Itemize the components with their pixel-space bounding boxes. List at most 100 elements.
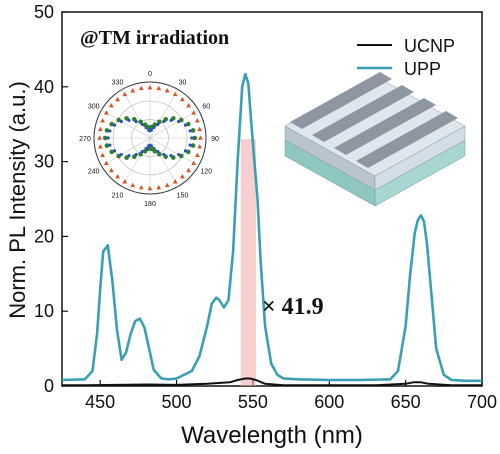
polar-marker-triangle (194, 118, 200, 123)
y-axis-ticks: 0 10 20 30 40 50 (34, 2, 68, 396)
polar-spoke (149, 137, 199, 167)
polar-angle-label: 90 (211, 136, 219, 143)
polar-marker-dot (112, 149, 117, 153)
polar-marker-triangle (100, 118, 106, 123)
polar-marker-triangle (191, 160, 197, 165)
polar-angle-label: 150 (177, 192, 189, 199)
polar-marker-triangle (186, 167, 192, 173)
polar-marker-triangle (122, 179, 128, 184)
inset-grating-structure (284, 72, 466, 207)
polar-spoke (121, 137, 151, 187)
polar-marker-dot (177, 152, 181, 157)
polar-marker-dot (140, 150, 144, 154)
x-tick-label: 650 (391, 392, 421, 412)
y-tick-label: 0 (44, 376, 54, 396)
polar-angle-label: 30 (179, 80, 187, 87)
polar-marker-circle (185, 149, 191, 155)
x-tick-label: 500 (162, 392, 192, 412)
polar-marker-dot (119, 152, 123, 157)
inset-polar-plot: 0 30 60 90 120 150 180 210 240 270 300 330 (79, 71, 219, 208)
polar-marker-triangle (97, 135, 102, 140)
polar-marker-triangle (156, 185, 162, 190)
polar-angle-label: 120 (200, 169, 212, 176)
y-tick-label: 20 (34, 226, 54, 246)
polar-angle-label: 240 (88, 169, 100, 176)
x-tick-label: 550 (238, 392, 268, 412)
polar-marker-dot (149, 128, 154, 132)
polar-marker-circle (104, 143, 110, 148)
polar-marker-circle (190, 143, 196, 148)
spectra-lines (61, 72, 482, 387)
polar-marker-dot (134, 119, 138, 124)
polar-spoke (121, 89, 151, 139)
polar-spoke (149, 137, 179, 187)
polar-marker-dot (144, 146, 148, 151)
polar-marker-triangle (108, 167, 114, 173)
polar-marker-dot (119, 119, 123, 124)
series-line-ucnp (62, 377, 482, 387)
polar-marker-triangle (198, 135, 203, 140)
polar-marker-triangle (138, 185, 144, 190)
polar-marker-dot (134, 152, 138, 157)
polar-marker-circle (190, 128, 196, 133)
polar-marker-dot (162, 152, 166, 157)
polar-marker-triangle (164, 182, 170, 188)
polar-marker-triangle (115, 174, 121, 179)
polar-marker-triangle (179, 96, 185, 102)
polar-angle-label: 210 (112, 192, 124, 199)
polar-marker-triangle (97, 126, 103, 132)
y-tick-label: 30 (34, 152, 54, 172)
polar-marker-dot (188, 143, 192, 147)
polar-marker-triangle (156, 85, 162, 91)
polar-marker-dot (152, 125, 156, 130)
polar-spoke (101, 109, 151, 139)
polar-marker-circle (192, 135, 198, 141)
polar-marker-triangle (197, 126, 203, 132)
polar-marker-triangle (147, 185, 153, 191)
polar-marker-dot (156, 122, 160, 126)
polar-marker-triangle (115, 96, 121, 102)
polar-marker-dot (108, 129, 112, 133)
grating-bar (312, 85, 414, 142)
polar-marker-triangle (103, 160, 109, 165)
grating-bar (290, 72, 392, 129)
y-tick-label: 10 (34, 301, 54, 321)
y-axis-label: Norm. PL Intensity (a.u.) (5, 81, 30, 319)
series-line-upp (61, 72, 482, 383)
polar-marker-dot (106, 136, 110, 140)
polar-marker-dot (108, 143, 112, 147)
polar-marker-dot (127, 118, 131, 122)
polar-marker-circle (109, 121, 115, 127)
polar-spoke (101, 137, 151, 167)
polar-marker-dot (183, 123, 188, 127)
polar-marker-dot (183, 149, 188, 153)
polar-marker-circle (185, 121, 191, 127)
grating-bar (334, 98, 436, 155)
polar-marker-triangle (179, 174, 185, 179)
plot-frame (61, 11, 483, 387)
polar-angle-label: 330 (112, 80, 124, 87)
polar-marker-dot (169, 118, 173, 122)
y-tick-label: 40 (34, 77, 54, 97)
polar-marker-dot (177, 119, 181, 124)
polar-marker-triangle (191, 110, 197, 115)
polar-angle-label: 0 (148, 71, 152, 78)
polar-marker-dot (112, 123, 117, 127)
polar-marker-dot (127, 154, 131, 158)
enhancement-highlight-band (240, 139, 256, 386)
polar-marker-triangle (100, 152, 106, 158)
polar-marker-triangle (186, 103, 192, 108)
x-tick-label: 700 (467, 392, 497, 412)
polar-angle-label: 270 (79, 136, 91, 143)
irradiation-annotation: @TM irradiation (80, 27, 229, 49)
x-tick-label: 600 (314, 392, 344, 412)
polar-marker-triangle (194, 152, 200, 158)
polar-marker-triangle (164, 88, 170, 93)
polar-angle-label: 300 (88, 104, 100, 111)
polar-angle-label: 60 (202, 104, 210, 111)
polar-marker-triangle (130, 88, 136, 93)
grating-bar (356, 111, 458, 168)
polar-marker-triangle (122, 91, 128, 97)
polar-marker-circle (142, 148, 148, 154)
